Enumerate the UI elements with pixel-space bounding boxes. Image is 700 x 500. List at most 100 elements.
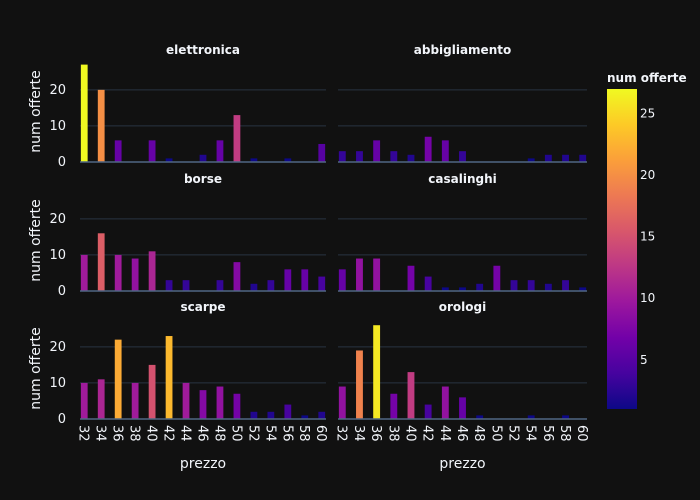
bar — [97, 89, 105, 162]
y-tick-label: 20 — [49, 340, 66, 355]
facet-title: scarpe — [181, 300, 226, 314]
bar — [97, 379, 105, 419]
colorbar-tick-label: 10 — [640, 291, 655, 305]
bar — [80, 382, 88, 419]
x-tick-label: 36 — [368, 425, 383, 442]
x-tick-label: 46 — [194, 425, 209, 442]
bar — [373, 325, 381, 419]
x-tick-label: 52 — [505, 425, 520, 442]
bar — [441, 140, 449, 162]
bar — [373, 140, 381, 162]
bar — [562, 154, 569, 162]
bar — [284, 158, 292, 162]
bar — [148, 140, 156, 162]
x-tick-label: 44 — [177, 425, 192, 442]
bar — [131, 258, 139, 291]
x-tick-label: 58 — [557, 425, 572, 442]
bar — [338, 151, 346, 162]
bar — [527, 158, 535, 162]
bar — [424, 276, 432, 291]
bar — [216, 280, 224, 291]
bar — [459, 151, 466, 162]
y-axis-titles: num offerte num offerte num offerte — [28, 70, 44, 410]
bar — [390, 151, 398, 162]
bar — [318, 143, 326, 162]
colorbar-ticks: 5 10 15 20 25 — [640, 107, 655, 367]
bar — [390, 393, 398, 419]
x-axis-titles: prezzo prezzo — [180, 456, 486, 472]
colorbar-tick-label: 15 — [640, 230, 655, 244]
facet-title: orologi — [439, 300, 486, 314]
y-tick-label: 0 — [58, 284, 66, 299]
bar — [165, 336, 173, 419]
bar — [114, 339, 122, 419]
bar — [407, 265, 415, 291]
bar — [579, 287, 587, 291]
bar — [165, 158, 173, 162]
x-tick-label: 32 — [334, 425, 349, 442]
x-tick-label: 40 — [144, 425, 159, 442]
bar — [562, 415, 569, 419]
bar — [148, 251, 156, 291]
x-axis-title: prezzo — [439, 456, 485, 472]
bar — [97, 233, 105, 291]
bar — [544, 154, 552, 162]
x-tick-label: 60 — [313, 425, 328, 442]
bar — [510, 280, 518, 291]
bar — [441, 386, 449, 419]
y-axis-title: num offerte — [28, 199, 44, 282]
y-tick-label: 10 — [49, 119, 66, 134]
bar — [579, 154, 587, 162]
facet-panel: elettronica 0 10 20 — [49, 43, 326, 170]
bar — [182, 382, 190, 419]
bar — [459, 397, 466, 419]
bar — [284, 269, 292, 291]
bar — [233, 115, 241, 162]
facet-title: abbigliamento — [414, 43, 511, 57]
bar — [318, 411, 326, 419]
bar — [301, 415, 309, 419]
bar — [373, 258, 381, 291]
x-tick-label: 54 — [262, 425, 277, 442]
y-tick-label: 10 — [49, 376, 66, 391]
x-tick-label: 38 — [127, 425, 142, 442]
bar — [356, 350, 363, 419]
facet-panel: orologi 32 34 36 38 40 42 44 46 48 50 52 54 56 58 60 — [334, 300, 589, 442]
colorbar-gradient — [607, 89, 637, 409]
bar — [301, 269, 309, 291]
bar — [527, 415, 535, 419]
x-tick-label: 52 — [245, 425, 260, 442]
bar — [80, 254, 88, 291]
bar — [407, 154, 415, 162]
x-tick-label: 58 — [296, 425, 311, 442]
y-tick-label: 10 — [49, 248, 66, 263]
bar — [80, 64, 88, 162]
facet-title: elettronica — [166, 43, 240, 57]
x-tick-label: 42 — [420, 425, 435, 442]
x-tick-label: 42 — [161, 425, 176, 442]
y-tick-label: 20 — [49, 212, 66, 227]
bar — [407, 372, 415, 419]
x-tick-label: 54 — [523, 425, 538, 442]
bar — [199, 390, 207, 419]
bar — [250, 283, 258, 291]
x-tick-label: 56 — [279, 425, 294, 442]
bar — [476, 415, 484, 419]
bar — [233, 393, 241, 419]
x-tick-label: 50 — [488, 425, 503, 442]
x-tick-label: 32 — [76, 425, 91, 442]
bar — [250, 158, 258, 162]
bar — [233, 262, 241, 291]
x-tick-label: 48 — [211, 425, 226, 442]
facet-title: borse — [184, 172, 222, 186]
y-tick-label: 0 — [58, 155, 66, 170]
bar — [493, 265, 501, 291]
bar — [267, 411, 275, 419]
bar — [338, 386, 346, 419]
colorbar-title: num offerte — [607, 71, 687, 85]
facet-panel: casalinghi — [338, 172, 587, 292]
facet-panel: abbigliamento — [338, 43, 587, 163]
bar — [250, 411, 258, 419]
x-tick-label: 46 — [454, 425, 469, 442]
